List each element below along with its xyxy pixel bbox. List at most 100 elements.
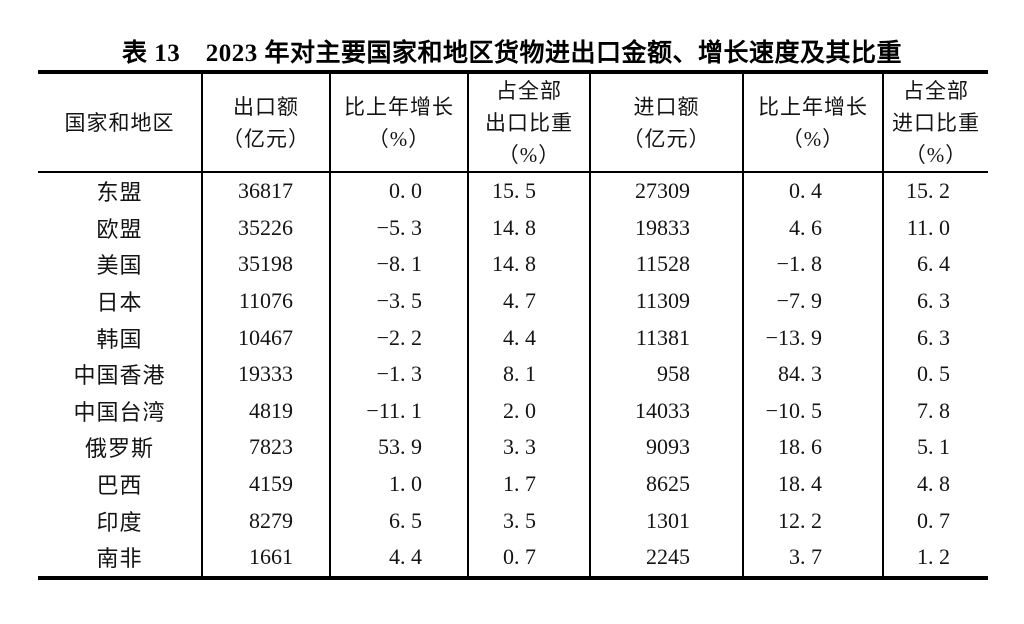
cell-import_share: 6. 3 (882, 319, 988, 356)
cell-import_value: 958 (589, 355, 743, 393)
table-row: 东盟 36817 0. 0 15. 5 27309 0. 4 15. 2 (38, 172, 988, 210)
cell-export_growth: 4. 4 (329, 538, 468, 578)
cell-region: 美国 (96, 253, 143, 279)
cell-export_share: 2. 0 (467, 392, 590, 430)
cell-import_growth: −7. 9 (742, 282, 883, 320)
column-header-line: 占全部 (903, 78, 969, 103)
table-row: 俄罗斯 7823 53. 9 3. 3 9093 18. 6 5. 1 (38, 429, 988, 466)
cell-export_value: 11076 (201, 282, 330, 320)
column-header-line: 出口额 (233, 94, 299, 119)
cell-export_value: 4159 (201, 465, 330, 503)
column-header-line: （%） (781, 126, 845, 151)
cell-import_growth: 3. 7 (742, 538, 883, 578)
cell-import_value: 9093 (589, 429, 743, 466)
cell-export_growth: −3. 5 (329, 282, 468, 320)
cell-export_share: 4. 4 (467, 319, 590, 356)
cell-export_growth: 0. 0 (329, 172, 468, 210)
column-header-import_value: 进口额 （亿元） (589, 72, 743, 173)
cell-export_value: 1661 (201, 538, 330, 578)
cell-export_growth: −8. 1 (329, 246, 468, 283)
cell-export_share: 8. 1 (467, 355, 590, 393)
column-header-line: 比上年增长 (758, 94, 868, 119)
table-row: 南非 1661 4. 4 0. 7 2245 3. 7 1. 2 (38, 538, 988, 578)
cell-export_value: 4819 (201, 392, 330, 430)
cell-export_value: 19333 (201, 355, 330, 393)
cell-export_growth: 1. 0 (329, 465, 468, 503)
table-header: 国家和地区 出口额 （亿元） 比上年增长 （%） 占全部 出口比重 （%） 进口额 （亿元） 比上年… (38, 72, 988, 173)
column-header-line: 出口比重 (485, 110, 573, 135)
cell-export_share: 0. 7 (467, 538, 590, 578)
column-header-line: 占全部 (496, 78, 562, 103)
cell-import_growth: 12. 2 (742, 502, 883, 539)
cell-region: 巴西 (96, 473, 143, 499)
cell-import_value: 11309 (589, 282, 743, 320)
cell-import_value: 27309 (589, 172, 743, 210)
column-header-region: 国家和地区 (38, 72, 202, 173)
cell-export_value: 7823 (201, 429, 330, 466)
cell-import_share: 7. 8 (882, 392, 988, 430)
cell-import_growth: −10. 5 (742, 392, 883, 430)
table-row: 韩国 10467 −2. 2 4. 4 11381 −13. 9 6. 3 (38, 319, 988, 356)
cell-export_growth: 6. 5 (329, 502, 468, 539)
cell-export_growth: −2. 2 (329, 319, 468, 356)
cell-export_share: 1. 7 (467, 465, 590, 503)
column-header-export_share: 占全部出口比重 （%） (467, 72, 590, 173)
cell-import_share: 1. 2 (882, 538, 988, 578)
table-row: 欧盟 35226 −5. 3 14. 8 19833 4. 6 11. 0 (38, 209, 988, 247)
cell-import_value: 19833 (589, 209, 743, 247)
cell-import_value: 1301 (589, 502, 743, 539)
cell-export_value: 8279 (201, 502, 330, 539)
column-header-line: （亿元） (222, 126, 310, 151)
cell-export_share: 3. 3 (467, 429, 590, 466)
table-row: 日本 11076 −3. 5 4. 7 11309 −7. 9 6. 3 (38, 282, 988, 320)
cell-export_share: 14. 8 (467, 246, 590, 283)
cell-region: 南非 (96, 546, 143, 572)
cell-region: 日本 (96, 290, 143, 316)
cell-export_value: 35198 (201, 246, 330, 283)
trade-statistics-table: 国家和地区 出口额 （亿元） 比上年增长 （%） 占全部 出口比重 （%） 进口额 （亿元） 比上年… (38, 70, 988, 580)
table-row: 美国 35198 −8. 1 14. 8 11528 −1. 8 6. 4 (38, 246, 988, 283)
cell-region: 韩国 (96, 326, 143, 352)
cell-import_share: 6. 4 (882, 246, 988, 283)
cell-import_share: 0. 5 (882, 355, 988, 393)
cell-import_growth: 18. 6 (742, 429, 883, 466)
column-header-line: 比上年增长 (344, 94, 454, 119)
cell-region: 印度 (96, 509, 143, 535)
column-header-line: 进口额 (633, 94, 700, 119)
cell-region: 中国台湾 (73, 399, 166, 425)
cell-export_growth: 53. 9 (329, 429, 468, 466)
cell-export_growth: −11. 1 (329, 392, 468, 430)
column-header-line: 国家和地区 (64, 110, 175, 135)
cell-import_growth: −1. 8 (742, 246, 883, 283)
column-header-line: （%） (904, 142, 968, 167)
cell-import_share: 5. 1 (882, 429, 988, 466)
cell-export_share: 3. 5 (467, 502, 590, 539)
table-title: 表 13 2023 年对主要国家和地区货物进出口金额、增长速度及其比重 (121, 40, 902, 67)
cell-export_value: 35226 (201, 209, 330, 247)
column-header-export_value: 出口额 （亿元） (201, 72, 330, 173)
cell-export_share: 4. 7 (467, 282, 590, 320)
cell-export_share: 15. 5 (467, 172, 590, 210)
column-header-export_growth: 比上年增长 （%） (329, 72, 468, 173)
cell-import_share: 6. 3 (882, 282, 988, 320)
cell-import_share: 15. 2 (882, 172, 988, 210)
column-header-import_share: 占全部进口比重 （%） (882, 72, 988, 173)
cell-import_share: 11. 0 (882, 209, 988, 247)
cell-export_growth: −5. 3 (329, 209, 468, 247)
column-header-line: 进口比重 (892, 110, 980, 135)
cell-import_value: 11528 (589, 246, 743, 283)
column-header-line: （%） (367, 126, 431, 151)
table-row: 印度 8279 6. 5 3. 5 1301 12. 2 0. 7 (38, 502, 988, 539)
cell-import_share: 0. 7 (882, 502, 988, 539)
cell-import_growth: 0. 4 (742, 172, 883, 210)
column-header-line: （%） (497, 142, 561, 167)
cell-import_growth: 18. 4 (742, 465, 883, 503)
table-row: 巴西 4159 1. 0 1. 7 8625 18. 4 4. 8 (38, 465, 988, 503)
table-header-row: 国家和地区 出口额 （亿元） 比上年增长 （%） 占全部 出口比重 （%） 进口额 （亿元） 比上年… (38, 72, 988, 173)
cell-import_growth: −13. 9 (742, 319, 883, 356)
cell-import_value: 8625 (589, 465, 743, 503)
table-row: 中国台湾 4819 −11. 1 2. 0 14033 −10. 5 7. 8 (38, 392, 988, 430)
cell-export_value: 36817 (201, 172, 330, 210)
cell-region: 中国香港 (73, 363, 166, 389)
